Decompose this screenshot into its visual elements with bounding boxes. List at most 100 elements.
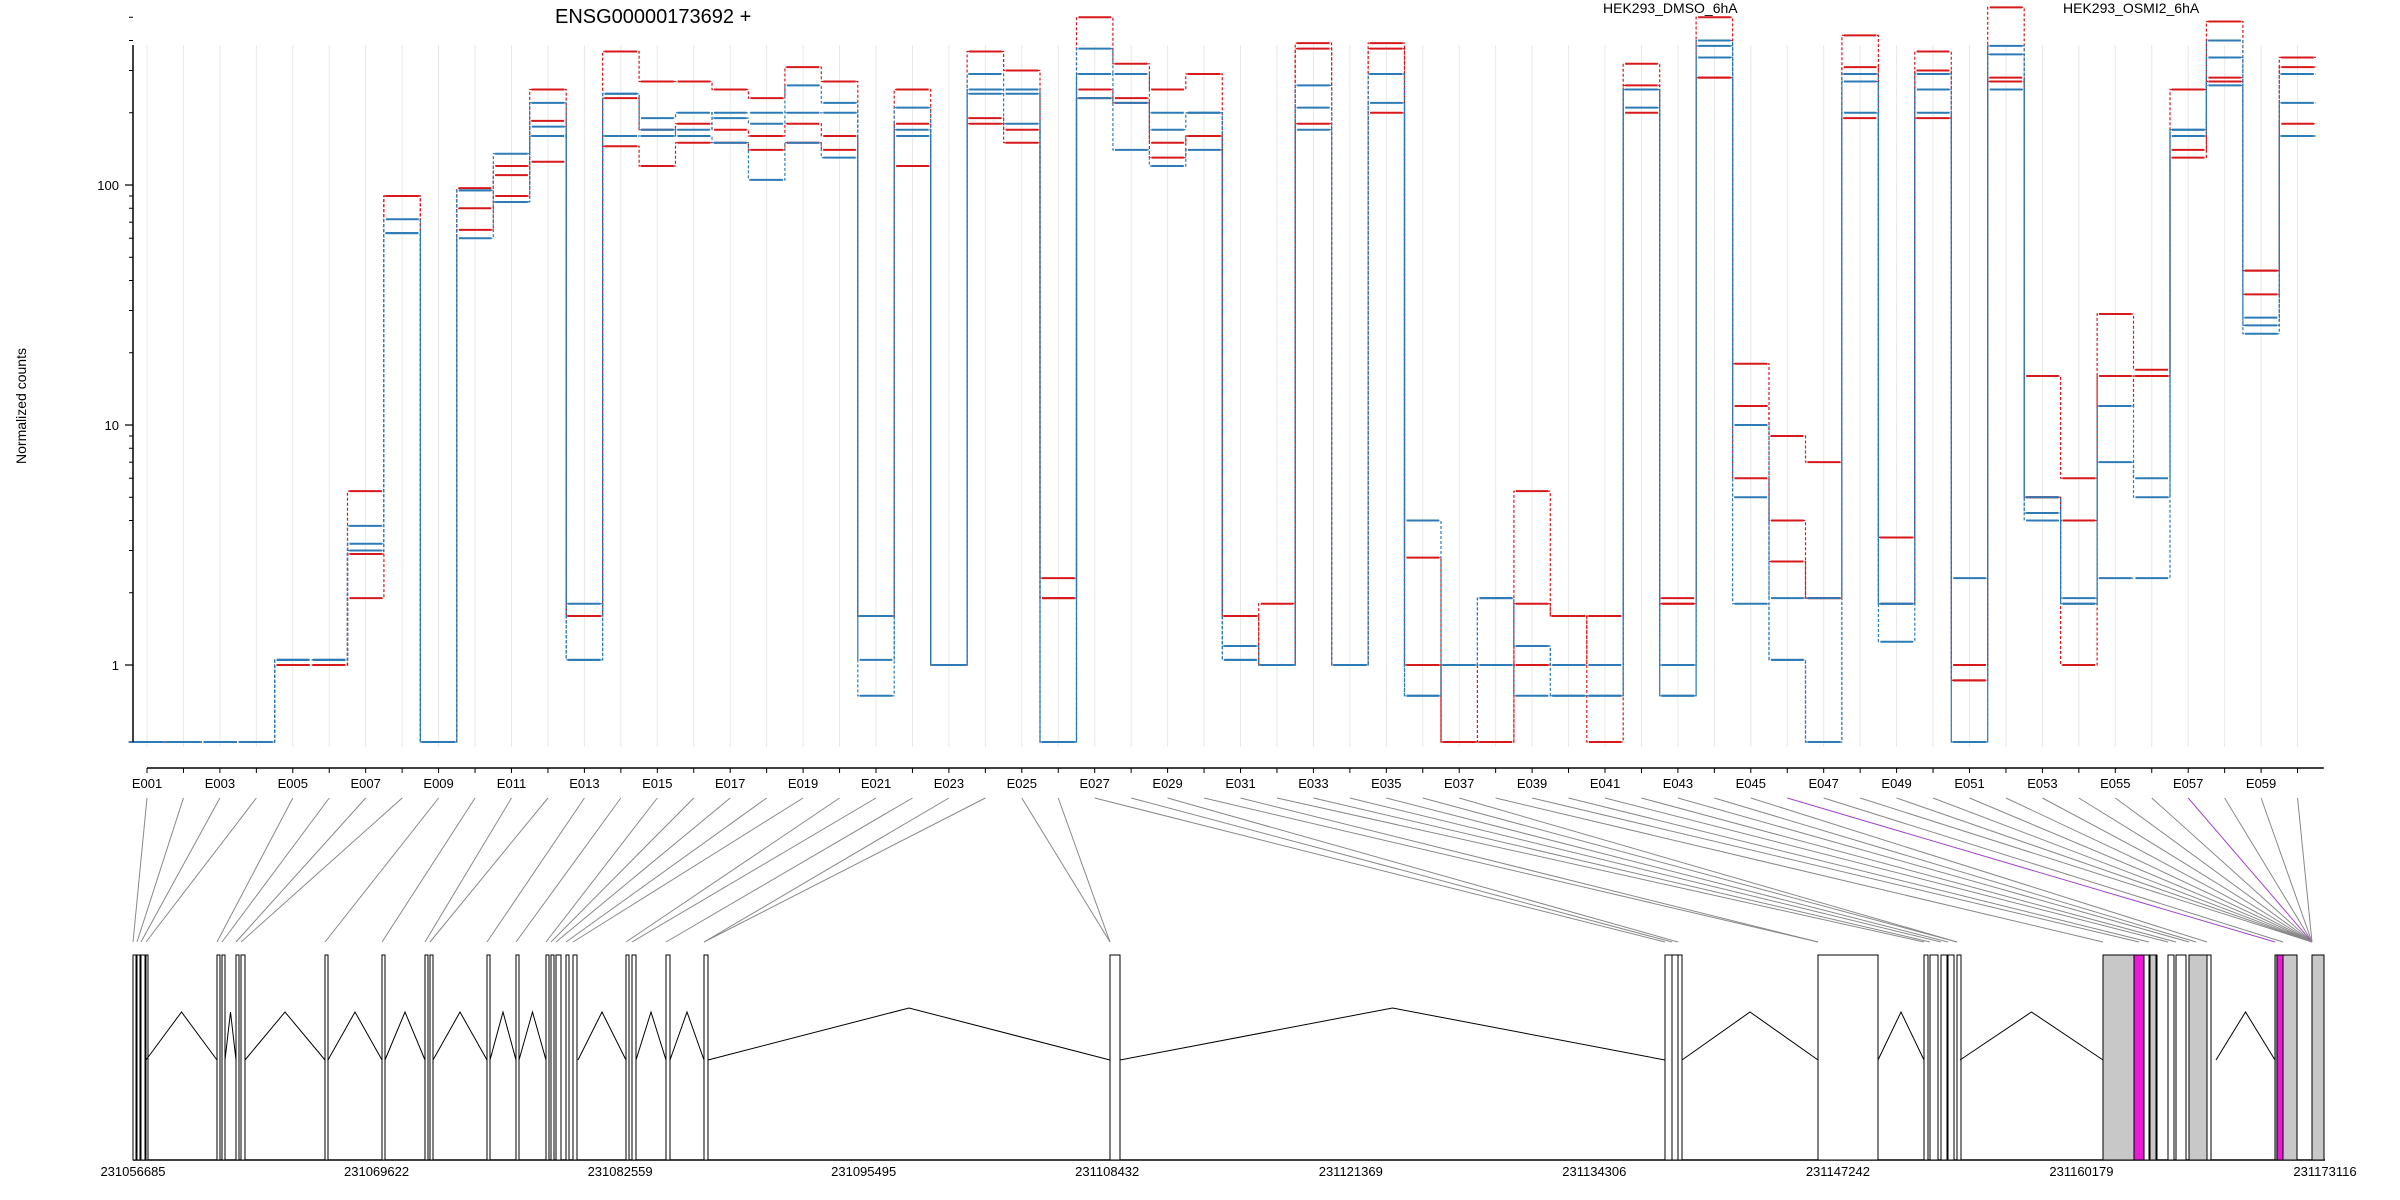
genomic-tick-label: 231121369 xyxy=(1319,1164,1383,1179)
intron-line xyxy=(384,1010,426,1061)
connector-line xyxy=(545,797,658,943)
connector-line xyxy=(381,797,476,943)
connector-line xyxy=(2005,797,2313,943)
exon-box xyxy=(235,954,240,1161)
exon-box xyxy=(324,954,329,1161)
exon-box-highlighted xyxy=(2133,954,2145,1161)
legend-entry-dmso: HEK293_DMSO_6hA xyxy=(1603,0,1738,16)
connector-line xyxy=(1057,797,1111,943)
connector-line xyxy=(235,797,367,943)
connector-line xyxy=(1349,797,1942,943)
connector-line xyxy=(2224,797,2313,943)
exon-box xyxy=(545,954,550,1161)
connector-line xyxy=(240,797,403,943)
intron-line xyxy=(244,1011,326,1061)
x-tick-label: E009 xyxy=(423,776,453,791)
x-tick-label: E045 xyxy=(1736,776,1766,791)
connector-line xyxy=(550,797,695,943)
chart-title: ENSG00000173692 + xyxy=(555,6,751,28)
connector-line xyxy=(486,797,585,943)
connector-line xyxy=(1677,797,2190,943)
intron-line xyxy=(145,1011,218,1061)
connector-line xyxy=(140,797,221,943)
x-tick-label: E053 xyxy=(2027,776,2057,791)
x-tick-label: E007 xyxy=(351,776,381,791)
x-tick-label: E011 xyxy=(497,776,526,791)
connector-line xyxy=(2042,797,2313,943)
exon-box xyxy=(1677,954,1683,1161)
intron-line xyxy=(432,1010,488,1061)
exon-box xyxy=(132,954,137,1161)
connector-line xyxy=(2297,797,2313,943)
x-tick-label: E043 xyxy=(1663,776,1693,791)
connector-line xyxy=(1932,797,2313,943)
x-tick-label: E059 xyxy=(2246,776,2276,791)
connector-line xyxy=(2151,797,2313,943)
legend-entry-osmi: HEK293_OSMI2_6hA xyxy=(2063,0,2200,16)
exon-box-shaded xyxy=(2149,954,2157,1161)
intron-line xyxy=(1877,1010,1925,1061)
connector-line xyxy=(424,797,512,943)
x-tick-label: E015 xyxy=(642,776,672,791)
y-tick-label: 100 xyxy=(97,178,119,193)
connector-line xyxy=(1604,797,2169,943)
exon-box xyxy=(1940,954,1948,1161)
genomic-tick-label: 231108432 xyxy=(1075,1164,1139,1179)
connector-line xyxy=(1422,797,1958,943)
exon-box xyxy=(1956,954,1962,1161)
intron-line xyxy=(518,1010,547,1061)
exon-box xyxy=(2206,954,2212,1161)
genomic-tick-label: 231095495 xyxy=(831,1164,896,1179)
exon-box xyxy=(136,954,141,1161)
x-tick-label: E035 xyxy=(1371,776,1401,791)
connector-line xyxy=(1714,797,2197,943)
connector-line xyxy=(429,797,549,943)
x-tick-label: E005 xyxy=(278,776,308,791)
connector-line xyxy=(625,797,840,943)
genomic-tick-label: 231056685 xyxy=(100,1164,165,1179)
connector-line xyxy=(665,797,913,943)
connector-line xyxy=(1276,797,1925,943)
exon-box xyxy=(429,954,434,1161)
gene-model-layer: 231056685 231069622 231082559 231095495 2311… xyxy=(100,954,2357,1179)
exon-box xyxy=(625,954,630,1161)
connector-line xyxy=(1240,797,1819,943)
genomic-tick-label: 231147242 xyxy=(1806,1164,1870,1179)
connector-line xyxy=(631,797,877,943)
connector-line xyxy=(2260,797,2313,943)
x-tick-label: E031 xyxy=(1225,776,1255,791)
exon-box xyxy=(486,954,491,1161)
connector-line xyxy=(1896,797,2313,943)
connector-line xyxy=(555,797,731,943)
connector-line xyxy=(1313,797,1931,943)
genomic-tick-label: 231160179 xyxy=(2049,1164,2113,1179)
exon-box xyxy=(1923,954,1929,1161)
connector-line xyxy=(1131,797,1673,943)
genomic-tick-label: 231134306 xyxy=(1562,1164,1626,1179)
x-tick-label: E023 xyxy=(934,776,964,791)
connector-line xyxy=(1386,797,1949,943)
exon-box xyxy=(565,954,570,1161)
intron-line xyxy=(707,1007,1111,1061)
x-tick-label: E047 xyxy=(1809,776,1839,791)
exon-box xyxy=(424,954,429,1161)
exon-box-shaded xyxy=(2311,954,2325,1161)
x-tick-label: E003 xyxy=(205,776,235,791)
connector-line xyxy=(2187,797,2313,943)
exon-box xyxy=(1947,954,1955,1161)
intron-line xyxy=(1681,1011,1819,1061)
exon-box xyxy=(2175,954,2187,1161)
connector-line xyxy=(136,797,184,943)
genomic-tick-label: 231173116 xyxy=(2293,1164,2356,1179)
connector-line xyxy=(1641,797,2177,943)
connector-line xyxy=(703,797,986,943)
connector-line xyxy=(2115,797,2313,943)
exon-box xyxy=(1817,954,1879,1161)
connector-line xyxy=(1787,797,2276,943)
exon-box xyxy=(665,954,671,1161)
connector-line xyxy=(1568,797,2150,943)
connector-line xyxy=(1459,797,1958,943)
x-tick-label: E019 xyxy=(788,776,818,791)
connector-layer xyxy=(132,797,2313,943)
exon-box xyxy=(1671,954,1679,1161)
